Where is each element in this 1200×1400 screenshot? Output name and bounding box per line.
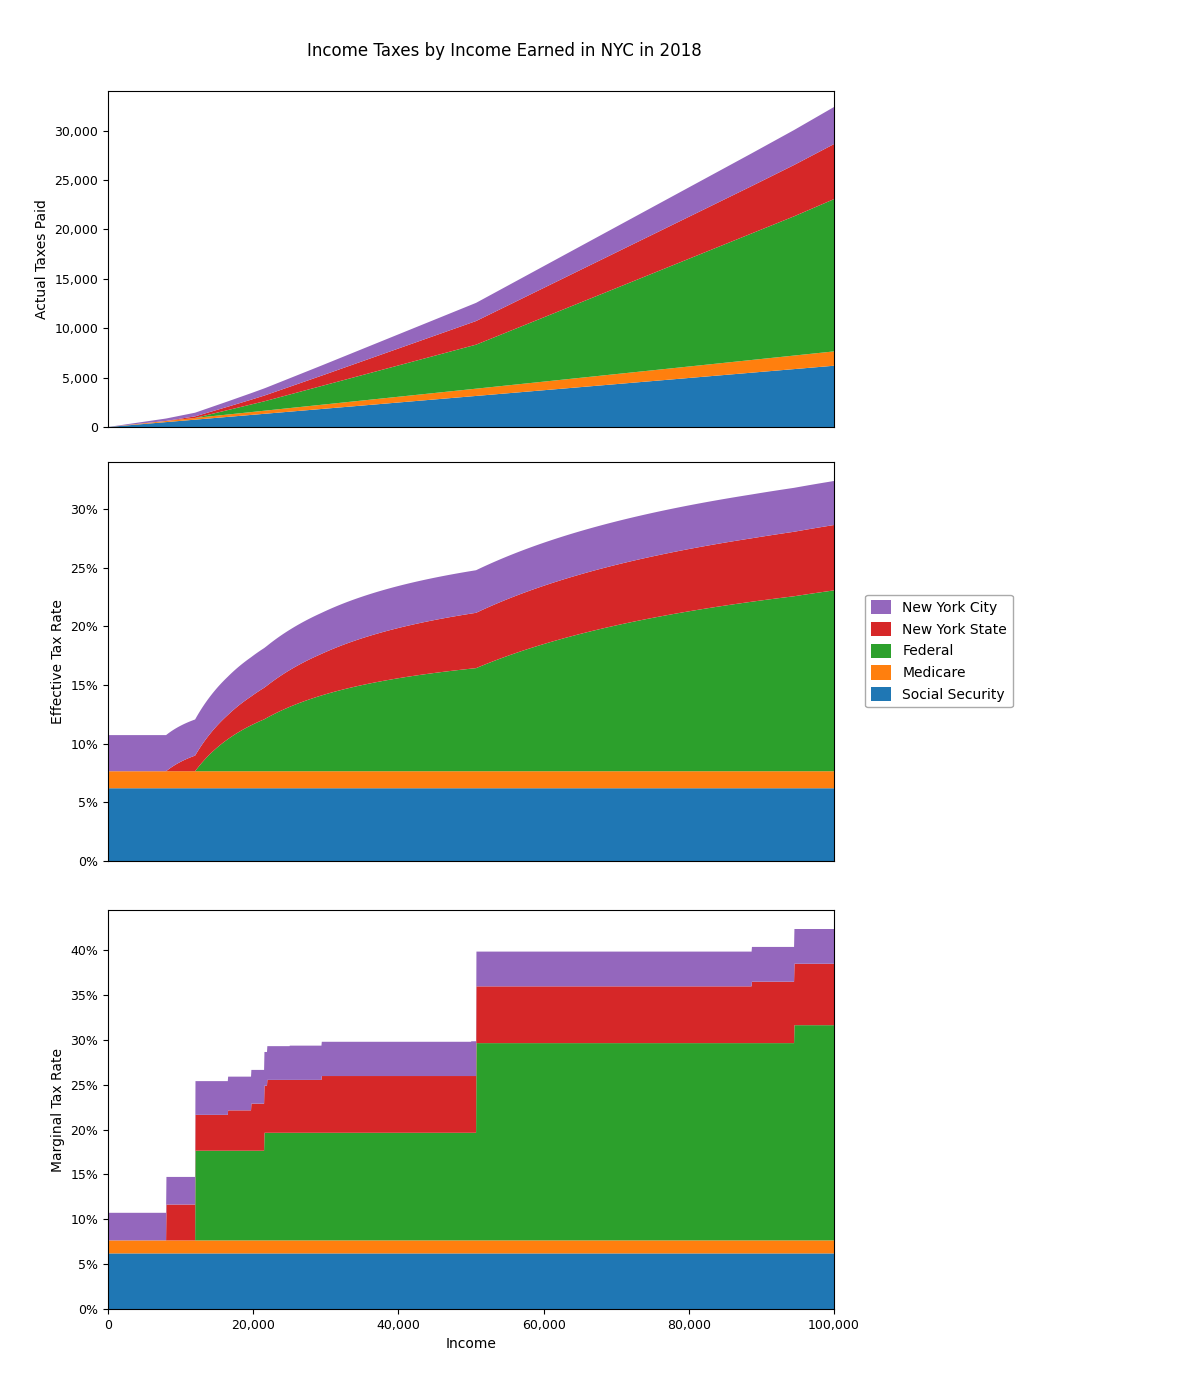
X-axis label: Income: Income xyxy=(445,1337,497,1351)
Y-axis label: Actual Taxes Paid: Actual Taxes Paid xyxy=(35,199,49,319)
Text: Income Taxes by Income Earned in NYC in 2018: Income Taxes by Income Earned in NYC in … xyxy=(307,42,701,60)
Y-axis label: Marginal Tax Rate: Marginal Tax Rate xyxy=(50,1047,65,1172)
Legend: New York City, New York State, Federal, Medicare, Social Security: New York City, New York State, Federal, … xyxy=(865,595,1013,707)
Y-axis label: Effective Tax Rate: Effective Tax Rate xyxy=(50,599,65,724)
